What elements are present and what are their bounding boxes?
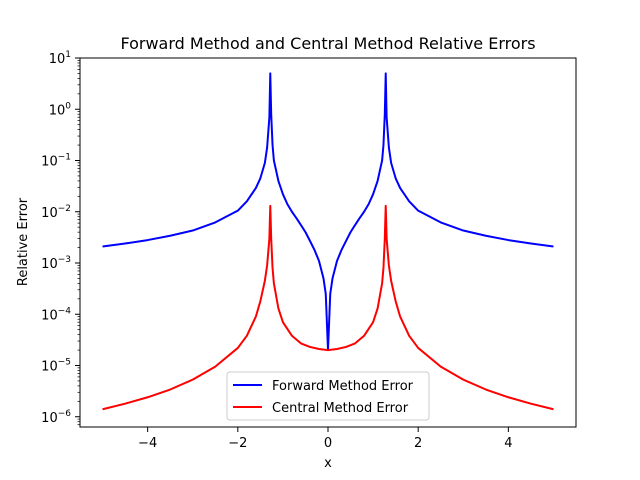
y-axis-label: Relative Error <box>16 197 31 286</box>
x-tick-label: 4 <box>504 436 512 451</box>
y-tick-label: 10−3 <box>41 255 71 272</box>
y-tick-label: 100 <box>49 101 72 118</box>
y-axis-ticks: 10−6 10−5 10−4 10−3 10−2 10−1 100 101 <box>41 50 80 426</box>
y-tick-label: 10−4 <box>41 306 71 323</box>
legend-box <box>226 371 430 421</box>
y-tick-label: 10−5 <box>41 358 71 375</box>
chart-title: Forward Method and Central Method Relati… <box>120 34 535 53</box>
legend-label-central: Central Method Error <box>272 401 409 416</box>
x-axis-label: x <box>324 456 332 471</box>
legend: Forward Method Error Central Method Erro… <box>226 371 430 421</box>
y-tick-label: 10−6 <box>41 409 71 426</box>
y-tick-label: 10−1 <box>41 153 71 170</box>
x-tick-label: −4 <box>138 436 157 451</box>
x-tick-label: 0 <box>324 436 332 451</box>
x-axis-ticks: −4 −2 0 2 4 <box>138 427 513 451</box>
y-tick-label: 10−2 <box>41 204 71 221</box>
plot-frame <box>79 57 577 428</box>
x-tick-label: −2 <box>228 436 247 451</box>
y-tick-label: 101 <box>49 50 71 67</box>
plot-lines <box>102 72 554 411</box>
legend-label-forward: Forward Method Error <box>272 379 414 394</box>
series-line-1 <box>102 204 554 411</box>
x-tick-label: 2 <box>414 436 422 451</box>
